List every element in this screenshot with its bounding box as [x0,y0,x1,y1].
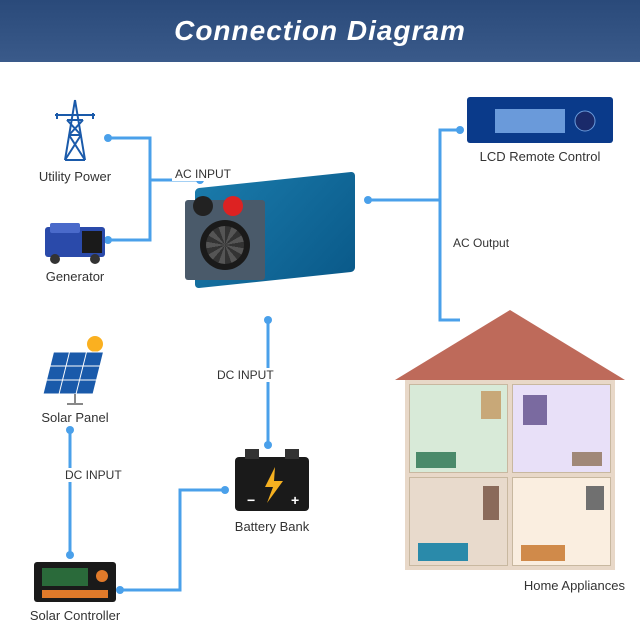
generator-label: Generator [30,269,120,284]
battery-label: Battery Bank [222,519,322,534]
edge-ac-output: AC Output [450,236,512,250]
node-lcd: LCD Remote Control [460,95,620,164]
lcd-label: LCD Remote Control [460,149,620,164]
edge-dc-input-1: DC INPUT [214,368,277,382]
node-battery: − + Battery Bank [222,445,322,534]
edge-dc-input-2: DC INPUT [62,468,125,482]
edge-ac-input: AC INPUT [172,167,234,181]
battery-icon: − + [227,445,317,515]
node-utility: Utility Power [35,95,115,184]
header: Connection Diagram [0,0,640,62]
generator-icon [40,215,110,265]
solar-icon [37,330,113,406]
lcd-icon [465,95,615,145]
solar-label: Solar Panel [30,410,120,425]
svg-text:+: + [291,492,299,508]
svg-text:−: − [247,492,255,508]
controller-label: Solar Controller [20,608,130,623]
node-generator: Generator [30,215,120,284]
page-title: Connection Diagram [174,15,466,47]
house-icon [395,310,625,570]
node-inverter [175,170,375,290]
node-controller: Solar Controller [20,560,130,623]
utility-label: Utility Power [35,169,115,184]
node-solar: Solar Panel [30,330,120,425]
tower-icon [47,95,103,165]
inverter-icon [175,170,375,290]
node-house: Home Appliances [395,310,625,593]
controller-icon [32,560,118,604]
house-label: Home Appliances [395,578,625,593]
